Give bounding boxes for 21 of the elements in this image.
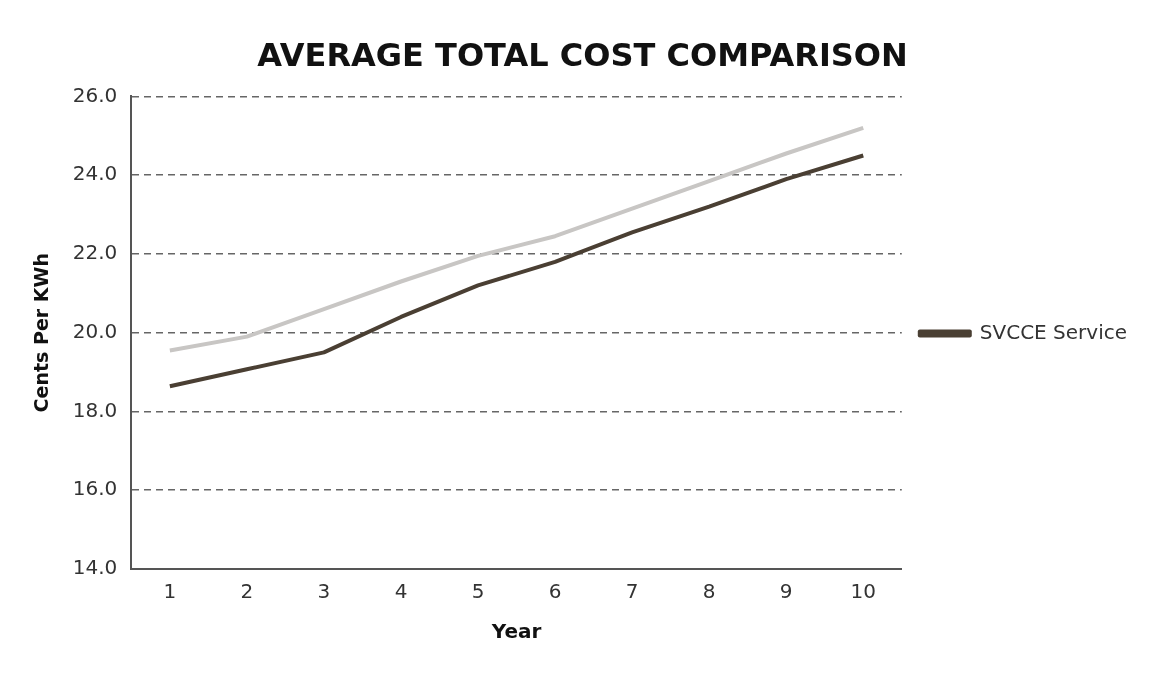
x-axis-title: Year bbox=[490, 619, 542, 644]
x-tick-label: 2 bbox=[240, 579, 254, 604]
x-tick-label: 10 bbox=[850, 579, 876, 604]
x-tick-label: 9 bbox=[779, 579, 793, 604]
x-tick-label: 3 bbox=[317, 579, 331, 604]
y-tick-label: 16.0 bbox=[72, 476, 118, 501]
x-tick-label: 5 bbox=[471, 579, 485, 604]
x-tick-label: 4 bbox=[394, 579, 408, 604]
chart-title: AVERAGE TOTAL COST COMPARISON bbox=[257, 35, 908, 74]
legend-label: SVCCE Service bbox=[979, 319, 1127, 344]
y-tick-label: 26.0 bbox=[72, 82, 118, 107]
y-tick-label: 20.0 bbox=[72, 318, 118, 343]
x-tick-label: 8 bbox=[702, 579, 716, 604]
x-tick-label: 7 bbox=[625, 579, 639, 604]
y-tick-label: 18.0 bbox=[72, 397, 118, 422]
x-tick-label: 6 bbox=[548, 579, 562, 604]
y-tick-label: 14.0 bbox=[72, 555, 118, 580]
y-tick-label: 22.0 bbox=[72, 240, 118, 265]
y-tick-label: 24.0 bbox=[72, 161, 118, 186]
y-axis-title: Cents Per KWh bbox=[30, 253, 53, 413]
x-tick-label: 1 bbox=[163, 579, 177, 604]
